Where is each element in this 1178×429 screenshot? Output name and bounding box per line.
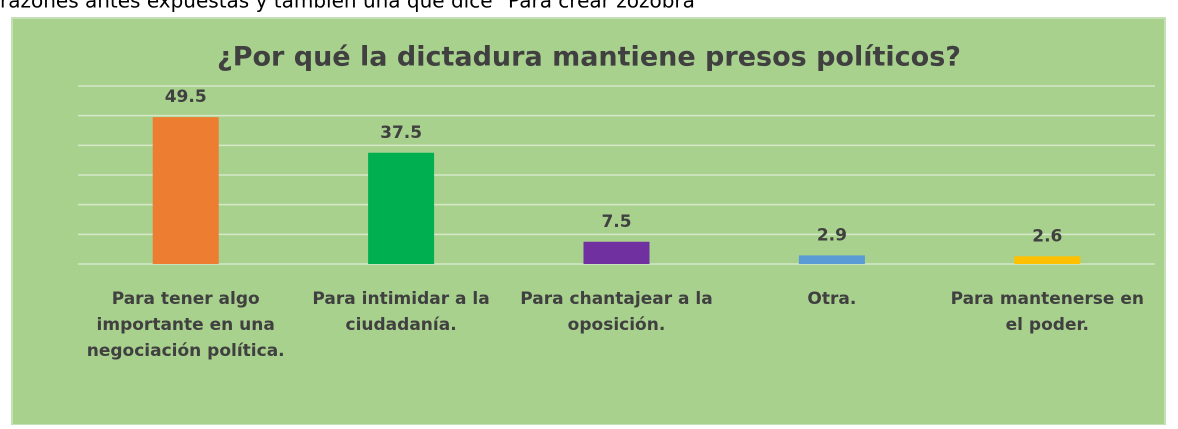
- x-tick-label-box: Para chantajear a la oposición.: [520, 289, 713, 335]
- bar: [368, 152, 435, 264]
- bar: [1014, 256, 1081, 264]
- x-tick-label-box: Para intimidar a la ciudadanía.: [312, 289, 490, 335]
- bar: [798, 255, 865, 264]
- bar: [583, 241, 650, 264]
- value-label: 37.5: [380, 123, 422, 143]
- value-label: 7.5: [601, 212, 631, 232]
- x-tick-label: Para intimidar a la ciudadanía.: [312, 289, 490, 335]
- x-tick-label-box: Para mantenerse en el poder.: [950, 289, 1144, 335]
- x-tick-label-box: Para tener algo importante en una negoci…: [86, 289, 285, 361]
- bar: [152, 117, 219, 265]
- x-tick-label: Para tener algo importante en una negoci…: [86, 289, 285, 361]
- value-label: 2.9: [817, 225, 847, 245]
- x-tick-label: Para chantajear a la oposición.: [520, 289, 713, 335]
- value-label: 49.5: [165, 87, 207, 107]
- x-tick-label: Para mantenerse en el poder.: [950, 289, 1144, 335]
- x-tick-label-box: Otra.: [807, 289, 857, 309]
- chart-title: ¿Por qué la dictadura mantiene presos po…: [217, 42, 961, 73]
- value-label: 2.6: [1032, 226, 1062, 246]
- x-tick-label: Otra.: [807, 289, 857, 309]
- caption: razones antes expuestas y también una qu…: [0, 0, 695, 13]
